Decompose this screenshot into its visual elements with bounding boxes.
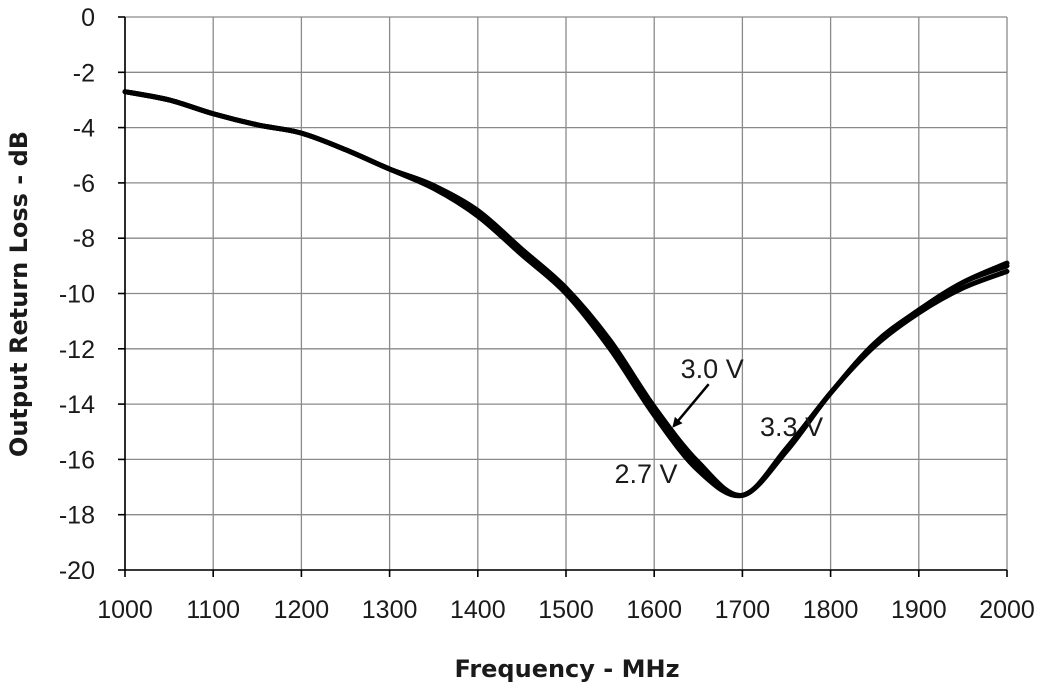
y-tick-label: -12 <box>59 336 95 364</box>
annotation-label: 3.0 V <box>681 354 744 384</box>
x-tick-label: 1100 <box>186 596 240 624</box>
x-tick-label: 1400 <box>450 596 506 624</box>
y-tick-label: -4 <box>73 115 95 143</box>
y-tick-label: -6 <box>73 170 95 198</box>
y-tick-label: -10 <box>59 281 95 309</box>
series-line-33v <box>122 89 1010 498</box>
y-tick-label: -2 <box>73 59 95 87</box>
x-tick-label: 1500 <box>538 596 594 624</box>
annotation-arrow <box>672 383 710 428</box>
x-axis-title: Frequency - MHz <box>454 655 679 683</box>
x-tick-label: 1300 <box>362 596 418 624</box>
x-tick-label: 2000 <box>979 596 1035 624</box>
y-tick-label: -18 <box>59 502 95 530</box>
y-axis-title: Output Return Loss - dB <box>5 131 33 457</box>
x-tick-label: 1200 <box>274 596 330 624</box>
x-tick-label: 1800 <box>803 596 859 624</box>
y-tick-label: -16 <box>59 446 95 474</box>
annotations: 3.0 V 3.3 V 2.7 V <box>615 354 824 489</box>
series-group <box>122 89 1010 499</box>
y-tick-label: -20 <box>59 557 95 585</box>
y-tick-label: -8 <box>73 225 95 253</box>
annotation-label: 3.3 V <box>760 412 823 442</box>
annotation-label: 2.7 V <box>615 459 678 489</box>
x-tick-label: 1000 <box>97 596 153 624</box>
tick-labels: 1000 1100 1200 1300 1400 1500 1600 1700 1800 1900… <box>59 4 1035 624</box>
axes <box>118 16 1008 577</box>
y-tick-label: 0 <box>81 4 95 32</box>
x-tick-label: 1600 <box>626 596 682 624</box>
x-tick-label: 1700 <box>715 596 771 624</box>
y-tick-label: -14 <box>59 391 95 419</box>
x-tick-label: 1900 <box>891 596 947 624</box>
